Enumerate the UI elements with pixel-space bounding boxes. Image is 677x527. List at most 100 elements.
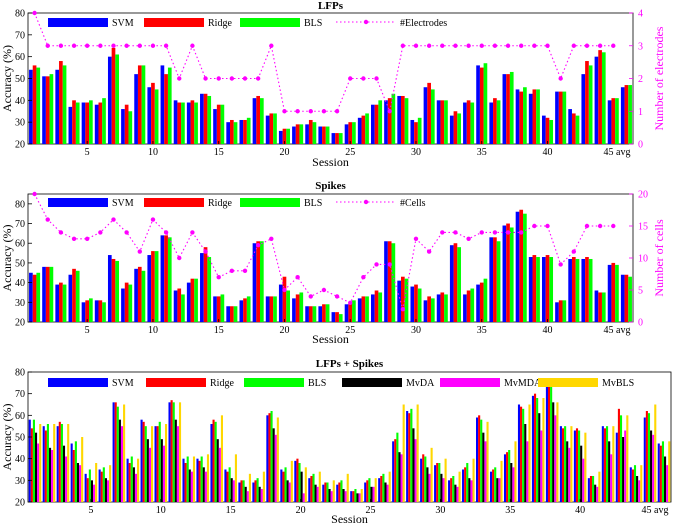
panel2-x-tick-label-end: 45 avg [604, 325, 631, 336]
panel2-bar-ridge-30 [414, 284, 418, 322]
panel3-bar-mvmda-19 [288, 482, 291, 502]
panel3-bar-svm-4 [70, 443, 73, 502]
panel3-bar-mvmda-35 [512, 467, 515, 502]
panel1-chart-title: LFPs [318, 0, 344, 12]
panel1-bar-svm-32 [436, 100, 441, 144]
panel1-legend-swatch-svm [48, 18, 108, 27]
panel3-bar-mvda-38 [552, 402, 555, 502]
panel2-bar-svm-15 [213, 296, 217, 322]
panel3-bar-svm-34 [489, 471, 493, 502]
panel2-bar-ridge-15 [216, 296, 221, 322]
panel3-bar-bls-35 [508, 450, 511, 502]
panel1-line-point-17 [242, 76, 248, 81]
panel1-bar-ridge-30 [414, 122, 418, 144]
panel1-y-tick-label: 50 [15, 74, 25, 85]
panel3-bar-mvmda-13 [204, 471, 207, 502]
panel3-bar-mvmda-16 [246, 491, 249, 502]
panel3-bar-mvda-27 [398, 452, 401, 502]
panel1-x-tick-label-end: 45 avg [604, 147, 631, 158]
panel3-bar-mvda-30 [440, 473, 443, 502]
panel1-line-point-9 [137, 43, 142, 48]
panel3-chart-title: LFPs + Spikes [316, 358, 384, 370]
panel2-bar-bls-2 [49, 266, 54, 322]
panel3-bar-svm-22 [322, 484, 325, 502]
panel3-bar-mvda-3 [62, 445, 66, 502]
panel1-line-point-41 [558, 76, 563, 81]
panel3-bar-bls-3 [60, 424, 63, 502]
panel3-bar-ridge-2 [44, 430, 47, 502]
panel3-bar-mvbls-32 [472, 458, 475, 502]
panel2-bar-bls-11 [167, 237, 172, 322]
panel3-bar-mvmda-31 [456, 486, 459, 502]
panel1-line-point-29 [400, 43, 406, 48]
panel2-x-tick-label: 30 [411, 325, 421, 336]
panel3-x-tick-label: 40 [575, 505, 585, 516]
panel3-bar-bls-23 [340, 480, 343, 502]
panel3-bar-svm-3 [56, 426, 59, 502]
panel3-bar-mvbls-27 [402, 404, 405, 502]
panel1-bar-svm-22 [305, 124, 309, 144]
panel2-bar-svm-22 [305, 306, 309, 322]
panel3-bar-mvbls-5 [95, 463, 98, 502]
panel3-bar-svm-33 [476, 417, 479, 502]
panel1-bar-bls-37 [509, 71, 514, 144]
panel3-bar-bls-25 [368, 478, 371, 502]
panel3-bar-bls-18 [270, 411, 273, 502]
panel3-bar-mvbls-2 [53, 424, 56, 502]
panel1-bar-bls-12 [181, 102, 185, 144]
panel2-bar-ridge-44 [598, 292, 602, 322]
panel3-bar-ridge-38 [547, 380, 551, 502]
panel1-y-tick-label: 80 [15, 9, 25, 20]
panel2-bar-bls-32 [444, 294, 448, 322]
panel2-line-point-7 [111, 217, 116, 222]
panel2-bar-svm-21 [292, 298, 296, 322]
panel3-bar-bls-32 [466, 463, 469, 502]
panel3-bar-ridge-35 [506, 452, 509, 502]
panel2-bar-svm-36 [489, 237, 494, 322]
panel3-bar-mvbls-36 [528, 404, 531, 502]
panel1-y2-tick-label: 0 [638, 140, 643, 151]
panel2-line-point-44 [597, 223, 603, 229]
panel3-bar-mvda-20 [300, 471, 303, 502]
panel3-bar-mvbls-25 [374, 478, 377, 502]
panel1-y2-tick-label: 2 [638, 74, 643, 85]
panel1-bar-ridge-32 [440, 100, 445, 144]
panel2-line-point-14 [203, 249, 208, 254]
panel3-y-tick-label: 40 [15, 454, 25, 465]
panel1-bar-bls-3 [62, 65, 67, 144]
panel3-bar-mvmda-33 [484, 441, 487, 502]
panel3-legend-label-mvda: MvDA [406, 378, 435, 389]
panel1-bar-svm-12 [173, 100, 178, 144]
panel2-x-tick-label: 10 [148, 325, 158, 336]
panel1-bar-bls-15 [220, 104, 225, 144]
panel3-bar-mvda-41 [594, 484, 597, 502]
panel3-bar-svm-29 [420, 458, 423, 502]
panel1-bar-ridge-45 [611, 98, 616, 144]
panel2-bar-bls-6 [102, 302, 106, 322]
panel1-bar-ridge-23 [322, 126, 326, 144]
panel1-bar-bls-13 [194, 102, 198, 144]
panel2-y2-tick-label: 5 [638, 286, 643, 297]
panel1-bar-ridge-35 [479, 67, 484, 144]
panel1-bar-bls-42 [575, 115, 580, 144]
panel2-bar-ridge-avg [624, 274, 629, 322]
panel1-bar-bls-2 [49, 74, 54, 144]
panel3-bar-ridge-15 [226, 471, 229, 502]
panel2-bar-ridge-16 [230, 306, 234, 322]
panel2-bar-svm-5 [81, 302, 86, 322]
panel2-bar-svm-39 [528, 257, 533, 322]
panel3-bar-mvbls-21 [318, 471, 321, 502]
panel2-line-point-17 [242, 268, 248, 273]
panel1-bar-svm-9 [134, 74, 138, 144]
panel2-line-point-5 [84, 236, 90, 241]
panel1-bar-svm-38 [515, 89, 520, 144]
panel2-bar-ridge-2 [45, 266, 50, 322]
panel3-bar-mvmda-3 [65, 456, 68, 502]
panel3-legend-label-ridge: Ridge [210, 378, 234, 389]
panel1-bar-bls-26 [365, 113, 369, 144]
panel3-bar-mvda-16 [244, 486, 247, 502]
panel3-bar-svm-24 [350, 491, 353, 502]
panel2-bar-ridge-17 [243, 298, 247, 322]
panel2-y-tick-label: 80 [15, 199, 25, 210]
panel1-line-point-24 [334, 109, 340, 114]
